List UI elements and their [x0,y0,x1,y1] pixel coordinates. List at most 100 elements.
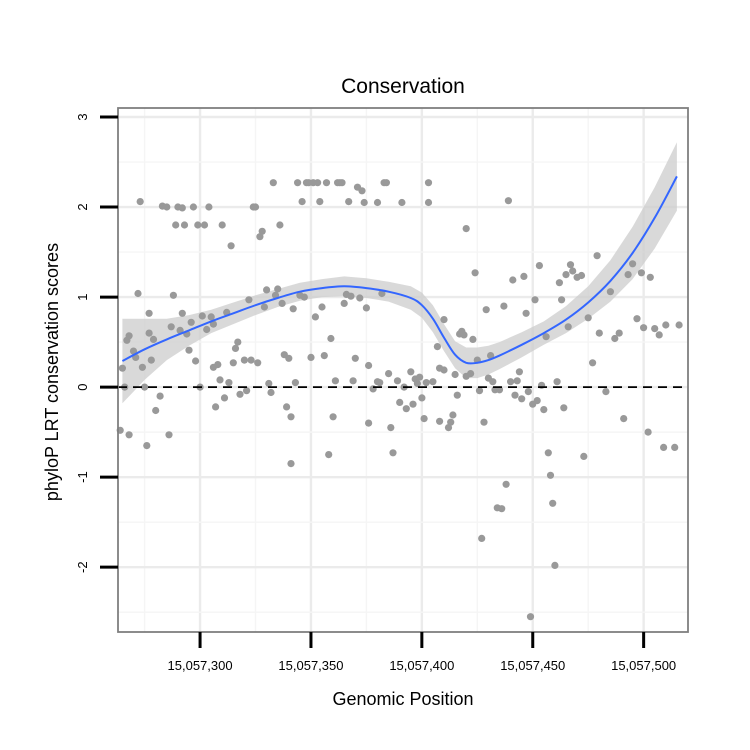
data-point [178,204,186,212]
data-point [524,388,532,396]
data-point [562,271,570,279]
data-point [615,329,623,337]
data-point [189,203,197,211]
data-point [254,359,262,367]
data-point [382,179,390,187]
x-tick-label: 15,057,500 [611,658,676,673]
data-point [311,313,319,321]
data-point [522,309,530,317]
data-point [502,480,510,488]
data-point [125,332,133,340]
data-point [606,288,615,296]
data-point [447,418,455,426]
data-point [147,356,155,364]
data-point [138,363,146,371]
data-point [307,353,315,361]
gridlines [118,108,688,632]
data-point [331,377,339,385]
data-point [240,356,248,364]
data-point [544,449,552,457]
data-point [218,221,226,229]
data-point [320,352,328,360]
data-point [187,318,195,326]
data-point [212,403,220,411]
data-point [338,179,346,187]
data-point [389,449,397,457]
data-point [198,312,206,320]
chart-title: Conservation [341,75,465,98]
data-point [349,377,357,385]
data-point [526,613,535,621]
data-point [453,391,461,399]
data-point [436,417,444,425]
data-point [429,378,437,386]
data-point [535,262,544,270]
data-point [444,424,453,432]
data-point [234,338,242,346]
data-point [660,443,668,451]
data-point [216,376,224,384]
data-point [433,343,441,351]
data-point [542,333,550,341]
data-point [413,379,421,388]
data-point [340,299,348,307]
x-tick-label: 15,057,400 [389,658,454,673]
data-point [129,347,138,355]
data-point [145,309,153,317]
data-point [409,400,417,408]
data-point [396,398,404,406]
data-point [300,293,308,301]
data-point [289,305,297,313]
data-point [531,296,539,304]
data-point [385,370,393,378]
x-tick-label: 15,057,450 [500,658,565,673]
data-point [566,261,575,269]
data-point [633,315,641,323]
data-point [398,198,406,207]
data-point [291,379,299,387]
data-point [345,198,353,206]
data-point [589,359,597,367]
data-point [167,323,175,331]
data-point [424,198,433,207]
data-point [577,271,586,280]
data-point [205,203,213,211]
data-point [540,406,548,414]
data-point [136,198,144,206]
data-point [651,325,659,333]
data-point [245,296,253,304]
data-point [644,428,652,436]
data-point [504,197,512,205]
y-tick-label: 1 [75,293,90,300]
data-point [624,271,632,279]
data-point [325,451,333,459]
data-point [165,431,173,439]
data-point [351,354,359,362]
data-point [416,373,424,381]
data-point [500,302,508,310]
data-point [393,377,402,385]
data-point [424,179,433,187]
data-point [267,388,275,397]
data-point [646,273,654,281]
data-point [152,406,160,415]
plot-area: 15,057,300 15,057,350 15,057,400 15,057,450… [75,107,689,673]
confidence-band [122,142,677,404]
data-point [229,359,237,367]
y-tick-label: 3 [75,113,90,120]
smooth-fit-line [121,175,678,365]
data-point [200,221,209,229]
data-point [551,561,559,570]
data-point [285,354,293,362]
data-point [125,431,133,439]
y-tick-label: -1 [75,471,90,483]
data-point [471,269,479,277]
data-point [440,366,448,374]
data-point [533,397,541,405]
data-point [236,390,244,398]
data-point [258,227,266,235]
data-point [560,404,568,412]
data-point [358,187,366,195]
data-point [584,314,592,322]
